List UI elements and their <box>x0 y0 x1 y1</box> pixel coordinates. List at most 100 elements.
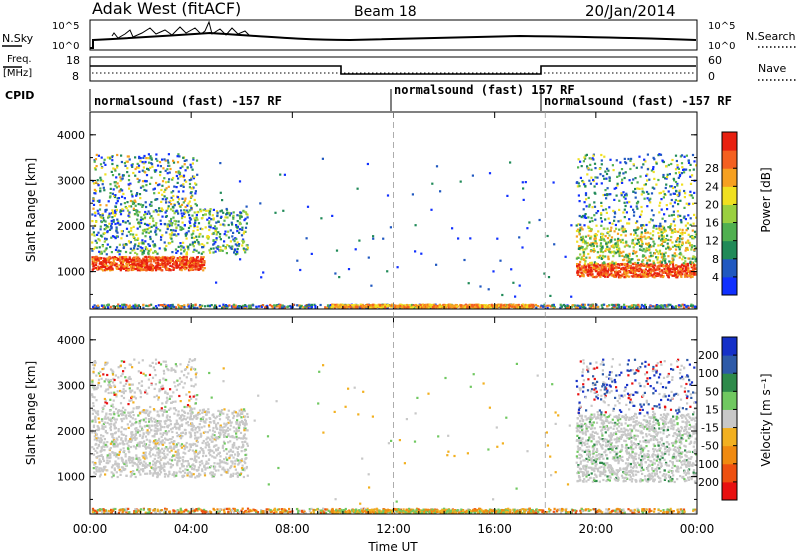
range-gate-cell <box>235 224 238 227</box>
range-gate-cell <box>623 194 627 197</box>
range-gate-cell <box>377 303 380 306</box>
range-gate-cell <box>202 209 205 212</box>
range-gate-cell <box>193 211 196 214</box>
range-gate-cell <box>173 212 176 215</box>
range-gate-cell <box>138 225 142 228</box>
range-gate-cell <box>623 216 626 219</box>
range-gate-cell <box>617 237 620 240</box>
range-gate-cell <box>620 192 623 195</box>
range-gate-cell <box>141 205 144 208</box>
range-gate-cell <box>618 208 621 211</box>
range-gate-cell <box>106 156 109 159</box>
range-gate-cell <box>310 252 313 255</box>
range-gate-cell <box>638 274 641 277</box>
range-gate-cell <box>152 256 155 260</box>
range-gate-cell <box>198 235 201 238</box>
range-gate-cell <box>608 262 611 265</box>
range-gate-cell <box>175 171 178 174</box>
range-gate-cell <box>202 439 205 443</box>
range-gate-cell <box>615 267 618 270</box>
range-gate-cell <box>118 267 121 270</box>
range-gate-cell <box>642 273 645 276</box>
range-gate-cell <box>602 269 605 272</box>
range-gate-cell <box>580 265 584 268</box>
range-gate-cell <box>445 304 448 307</box>
range-gate-cell <box>403 304 406 307</box>
range-gate-cell <box>173 440 176 443</box>
range-gate-cell <box>649 251 652 254</box>
range-gate-cell <box>672 177 675 180</box>
range-gate-cell <box>139 249 142 252</box>
range-gate-cell <box>208 446 211 449</box>
range-gate-cell <box>183 199 187 202</box>
range-gate-cell <box>660 239 664 242</box>
range-gate-cell <box>190 166 193 169</box>
range-gate-cell <box>656 304 659 307</box>
range-gate-cell <box>334 272 337 275</box>
range-gate-cell <box>410 306 413 309</box>
range-gate-cell <box>169 260 172 263</box>
range-gate-cell <box>129 470 132 474</box>
range-gate-cell <box>645 247 648 250</box>
range-gate-cell <box>581 235 584 238</box>
range-gate-cell <box>634 267 637 271</box>
range-gate-cell <box>175 266 178 269</box>
range-gate-cell <box>668 214 671 217</box>
range-gate-cell <box>689 163 692 166</box>
range-gate-cell <box>692 263 696 266</box>
range-gate-cell <box>586 241 589 245</box>
range-gate-cell <box>581 246 584 249</box>
range-gate-cell <box>149 182 152 185</box>
range-gate-cell <box>218 418 222 421</box>
range-gate-cell <box>594 233 597 236</box>
range-gate-cell <box>660 261 663 264</box>
range-gate-cell <box>451 304 454 307</box>
range-gate-cell <box>366 305 369 308</box>
range-gate-cell <box>108 228 112 231</box>
range-gate-cell <box>211 214 214 217</box>
range-gate-cell <box>150 156 153 160</box>
range-gate-cell <box>178 173 181 176</box>
range-gate-cell <box>581 273 584 276</box>
range-gate-cell <box>616 248 619 251</box>
range-gate-cell <box>421 306 424 309</box>
range-gate-cell <box>120 237 123 240</box>
range-gate-cell <box>646 243 649 247</box>
range-gate-cell <box>579 223 582 226</box>
range-gate-cell <box>93 234 96 237</box>
range-gate-cell <box>172 198 175 202</box>
range-gate-cell <box>672 220 675 223</box>
range-gate-cell <box>595 264 598 267</box>
range-gate-cell <box>599 269 602 272</box>
range-gate-cell <box>690 303 693 306</box>
range-gate-cell <box>94 266 97 269</box>
range-gate-cell <box>139 160 142 163</box>
range-gate-cell <box>164 169 167 172</box>
range-gate-cell <box>192 245 195 248</box>
range-gate-cell <box>141 265 144 268</box>
range-gate-cell <box>310 305 313 309</box>
range-gate-cell <box>98 250 101 253</box>
range-gate-cell <box>159 229 162 232</box>
range-gate-cell <box>648 255 651 258</box>
power-ytick-label: 4000 <box>57 129 85 142</box>
range-gate-cell <box>208 213 211 216</box>
range-gate-cell <box>113 306 116 309</box>
range-gate-cell <box>214 456 217 459</box>
range-gate-cell <box>223 219 226 222</box>
range-gate-cell <box>689 223 692 226</box>
range-gate-cell <box>681 241 684 244</box>
range-gate-cell <box>591 219 594 223</box>
range-gate-cell <box>137 414 140 417</box>
range-gate-cell <box>93 471 96 474</box>
range-gate-cell <box>671 231 674 234</box>
range-gate-cell <box>219 191 222 194</box>
range-gate-cell <box>203 260 206 263</box>
range-gate-cell <box>229 440 232 443</box>
range-gate-cell <box>234 453 237 456</box>
range-gate-cell <box>244 217 247 220</box>
range-gate-cell <box>193 240 197 243</box>
range-gate-cell <box>590 306 593 309</box>
range-gate-cell <box>180 248 183 251</box>
range-gate-cell <box>111 235 115 238</box>
